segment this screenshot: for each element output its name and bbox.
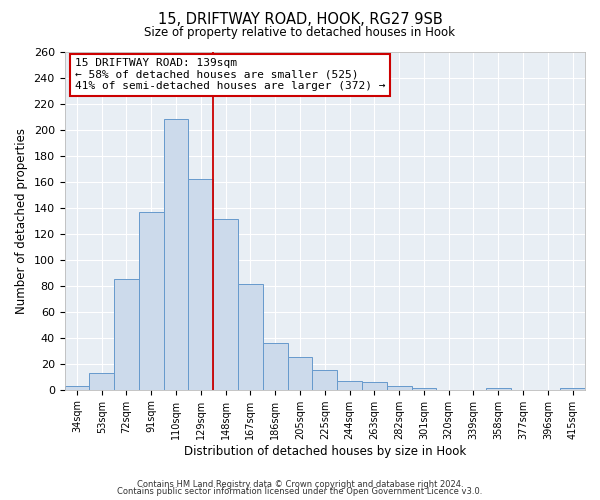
Bar [188,179,213,390]
Bar [65,386,89,390]
Text: Size of property relative to detached houses in Hook: Size of property relative to detached ho… [145,26,455,39]
Bar [560,388,585,390]
Bar [114,279,139,390]
Bar [238,284,263,390]
Bar [287,357,313,390]
Text: Contains HM Land Registry data © Crown copyright and database right 2024.: Contains HM Land Registry data © Crown c… [137,480,463,489]
Text: Contains public sector information licensed under the Open Government Licence v3: Contains public sector information licen… [118,488,482,496]
Bar [263,343,287,390]
Bar [486,388,511,390]
Bar [139,212,164,390]
Text: 15, DRIFTWAY ROAD, HOOK, RG27 9SB: 15, DRIFTWAY ROAD, HOOK, RG27 9SB [158,12,442,28]
Bar [362,382,387,390]
Y-axis label: Number of detached properties: Number of detached properties [15,128,28,314]
Bar [89,373,114,390]
Bar [387,386,412,390]
Bar [213,220,238,390]
Text: 15 DRIFTWAY ROAD: 139sqm
← 58% of detached houses are smaller (525)
41% of semi-: 15 DRIFTWAY ROAD: 139sqm ← 58% of detach… [75,58,385,92]
Bar [313,370,337,390]
Bar [337,380,362,390]
X-axis label: Distribution of detached houses by size in Hook: Distribution of detached houses by size … [184,444,466,458]
Bar [412,388,436,390]
Bar [164,119,188,390]
